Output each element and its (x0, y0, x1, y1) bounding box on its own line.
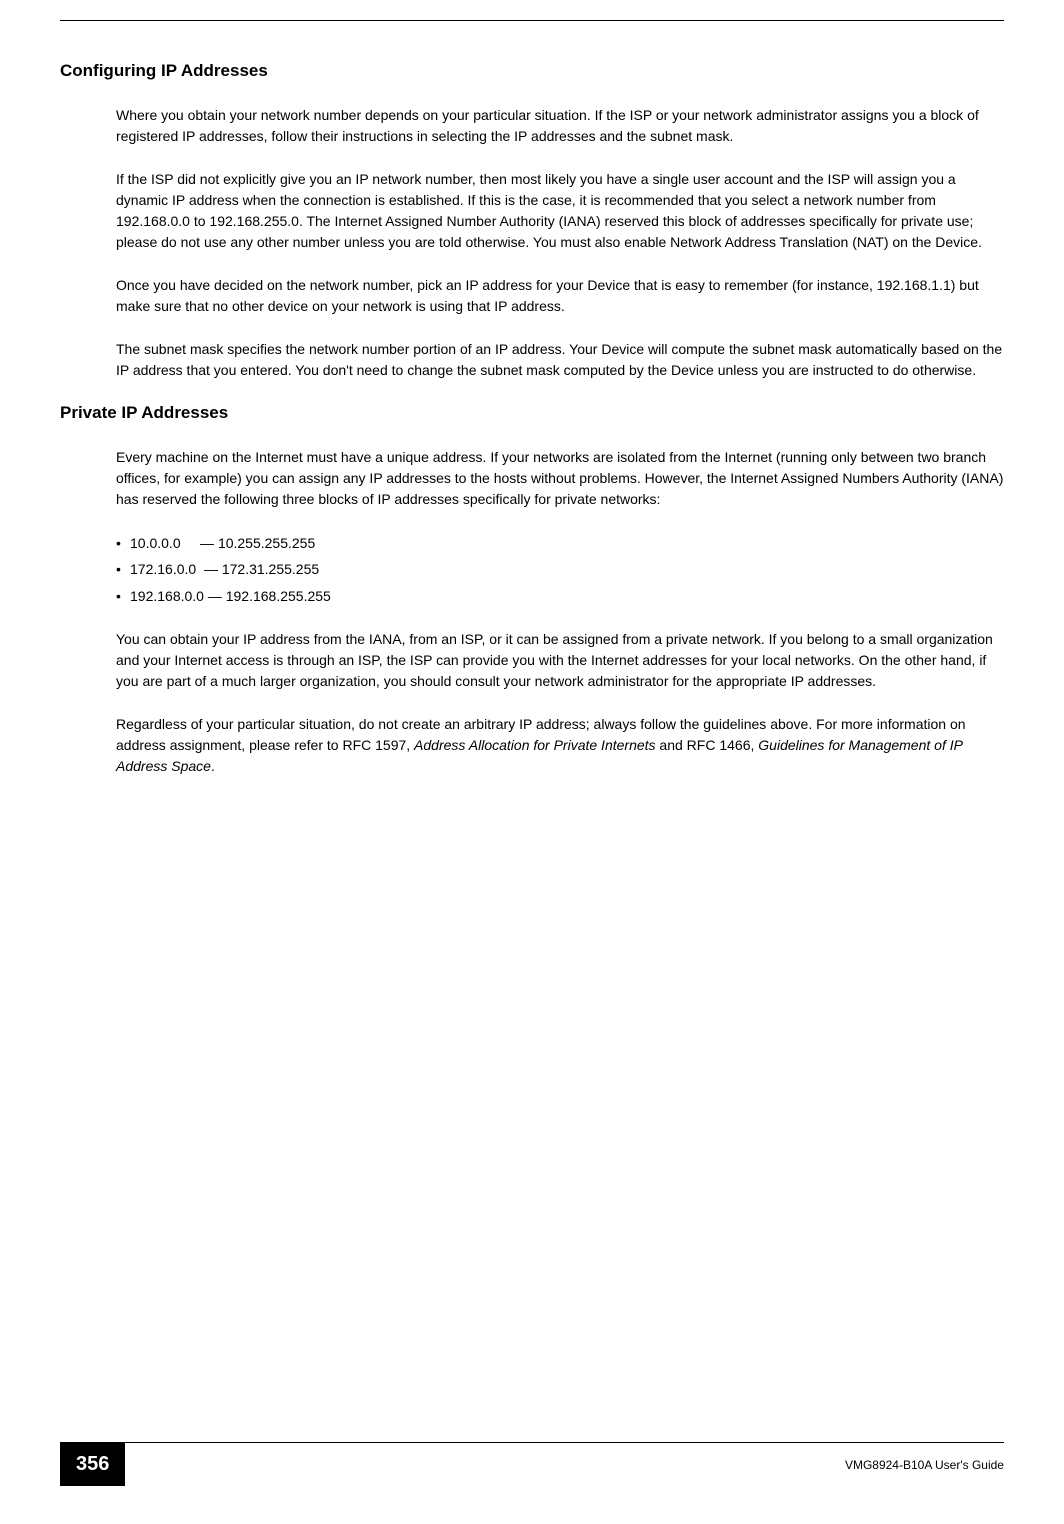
page-content: Configuring IP Addresses Where you obtai… (0, 21, 1064, 777)
ip-ranges-list: •10.0.0.0 — 10.255.255.255 •172.16.0.0 —… (116, 532, 1004, 607)
section-heading-private: Private IP Addresses (60, 403, 1004, 423)
paragraph: The subnet mask specifies the network nu… (116, 339, 1004, 381)
footer-content: 356 VMG8924-B10A User's Guide (60, 1443, 1004, 1486)
paragraph-rfc-references: Regardless of your particular situation,… (116, 714, 1004, 777)
page-footer: 356 VMG8924-B10A User's Guide (0, 1442, 1064, 1486)
guide-name: VMG8924-B10A User's Guide (845, 1458, 1004, 1472)
paragraph: Where you obtain your network number dep… (116, 105, 1004, 147)
bullet-text: 10.0.0.0 — 10.255.255.255 (130, 535, 315, 551)
paragraph: Every machine on the Internet must have … (116, 447, 1004, 510)
rfc-title-1: Address Allocation for Private Internets (414, 737, 656, 753)
list-item: •192.168.0.0 — 192.168.255.255 (116, 585, 1004, 607)
list-item: •10.0.0.0 — 10.255.255.255 (116, 532, 1004, 554)
text-middle: and RFC 1466, (656, 737, 759, 753)
page-number: 356 (60, 1443, 125, 1486)
list-item: •172.16.0.0 — 172.31.255.255 (116, 558, 1004, 580)
paragraph: Once you have decided on the network num… (116, 275, 1004, 317)
section-heading-configuring: Configuring IP Addresses (60, 61, 1004, 81)
text-suffix: . (211, 758, 215, 774)
paragraph: You can obtain your IP address from the … (116, 629, 1004, 692)
paragraph: If the ISP did not explicitly give you a… (116, 169, 1004, 253)
bullet-text: 192.168.0.0 — 192.168.255.255 (130, 588, 331, 604)
bullet-text: 172.16.0.0 — 172.31.255.255 (130, 561, 319, 577)
